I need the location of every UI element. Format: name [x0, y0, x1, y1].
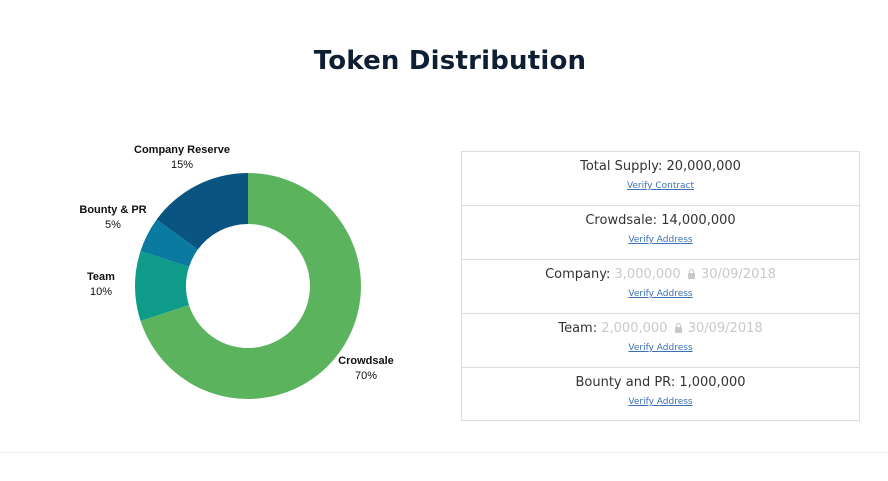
donut-slice-team: [134, 251, 190, 321]
donut-slice-crowdsale: [140, 173, 361, 399]
page-title: Token Distribution: [313, 46, 587, 76]
supply-row-total: Total Supply: 20,000,000 Verify Contract: [462, 152, 859, 206]
verify-address-link-bounty[interactable]: Verify Address: [628, 397, 693, 407]
supply-label: Bounty and PR:: [575, 375, 676, 390]
supply-table: Total Supply: 20,000,000 Verify Contract…: [461, 151, 860, 421]
supply-amount: 20,000,000: [666, 159, 741, 174]
supply-label: Total Supply:: [580, 159, 663, 174]
lock-date: 30/09/2018: [687, 321, 763, 336]
supply-label: Company:: [545, 267, 611, 282]
slice-label: Team 10%: [87, 271, 115, 298]
slice-label: Company Reserve 15%: [134, 144, 230, 171]
locked-amount: 3,000,000: [614, 267, 681, 282]
supply-row-company: Company: 3,000,000 30/09/2018 Verify Add…: [462, 260, 859, 314]
locked-amount: 2,000,000: [601, 321, 668, 336]
lock-icon: [674, 323, 682, 333]
verify-address-link-team[interactable]: Verify Address: [628, 343, 693, 353]
divider: [0, 452, 888, 453]
supply-amount: 1,000,000: [679, 375, 746, 390]
supply-row-crowdsale: Crowdsale: 14,000,000 Verify Address: [462, 206, 859, 260]
verify-address-link-company[interactable]: Verify Address: [628, 289, 693, 299]
verify-contract-link[interactable]: Verify Contract: [626, 181, 695, 191]
supply-label: Crowdsale:: [585, 213, 658, 228]
supply-row-team: Team: 2,000,000 30/09/2018 Verify Addres…: [462, 314, 859, 368]
slice-label: Bounty & PR 5%: [79, 204, 146, 231]
supply-label: Team:: [558, 321, 598, 336]
token-distribution-donut-chart: Crowdsale 70% Team 10% Bounty & PR 5% Company …: [79, 144, 394, 399]
slice-label: Crowdsale 70%: [338, 355, 394, 382]
donut-slice-company-reserve: [156, 173, 248, 250]
lock-date: 30/09/2018: [700, 267, 776, 282]
lock-icon: [687, 269, 695, 279]
supply-row-bounty: Bounty and PR: 1,000,000 Verify Address: [462, 368, 859, 422]
donut-slice-bounty-pr: [140, 219, 198, 267]
supply-amount: 14,000,000: [661, 213, 736, 228]
verify-address-link-crowdsale[interactable]: Verify Address: [628, 235, 693, 245]
